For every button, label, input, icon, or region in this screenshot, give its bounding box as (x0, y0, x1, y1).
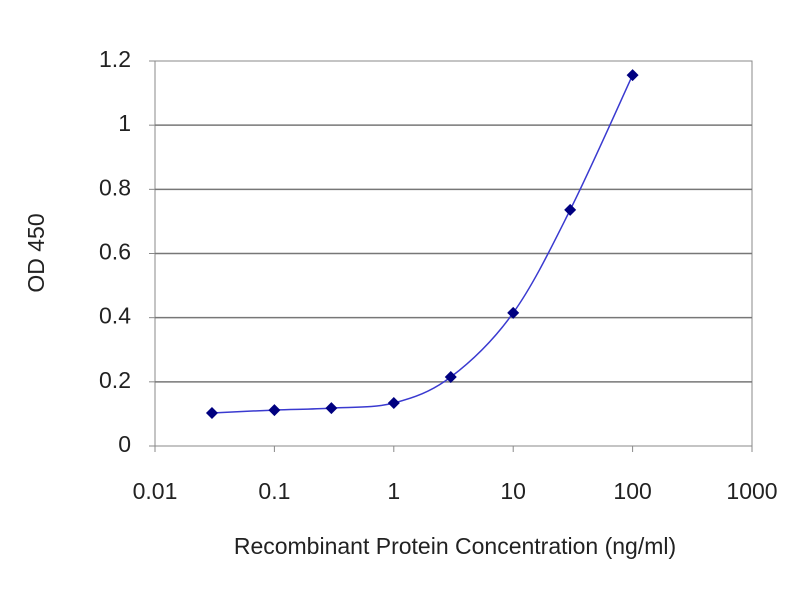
y-tick-label: 0.4 (99, 303, 131, 329)
x-tick-label: 100 (613, 478, 651, 504)
x-tick-label: 0.01 (133, 478, 178, 504)
data-point (268, 404, 281, 417)
x-tick-label: 10 (500, 478, 526, 504)
data-point (564, 203, 577, 216)
x-tick-label: 0.1 (258, 478, 290, 504)
x-tick-label: 1000 (726, 478, 777, 504)
data-point (444, 371, 457, 384)
data-point (205, 406, 218, 419)
data-point (387, 397, 400, 410)
y-tick-label: 1.2 (99, 46, 131, 72)
x-axis-title: Recombinant Protein Concentration (ng/ml… (234, 533, 676, 559)
x-tick-label: 1 (387, 478, 400, 504)
y-tick-label: 0.6 (99, 239, 131, 265)
y-axis-title: OD 450 (23, 213, 49, 292)
y-tick-label: 1 (118, 110, 131, 136)
y-tick-label: 0.2 (99, 367, 131, 393)
data-point (507, 306, 520, 319)
data-point (626, 69, 639, 82)
y-tick-label: 0 (118, 431, 131, 457)
y-tick-label: 0.8 (99, 174, 131, 200)
data-point (325, 402, 338, 415)
